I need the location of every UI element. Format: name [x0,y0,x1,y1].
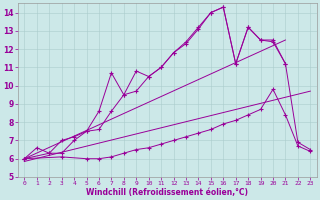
X-axis label: Windchill (Refroidissement éolien,°C): Windchill (Refroidissement éolien,°C) [86,188,248,197]
